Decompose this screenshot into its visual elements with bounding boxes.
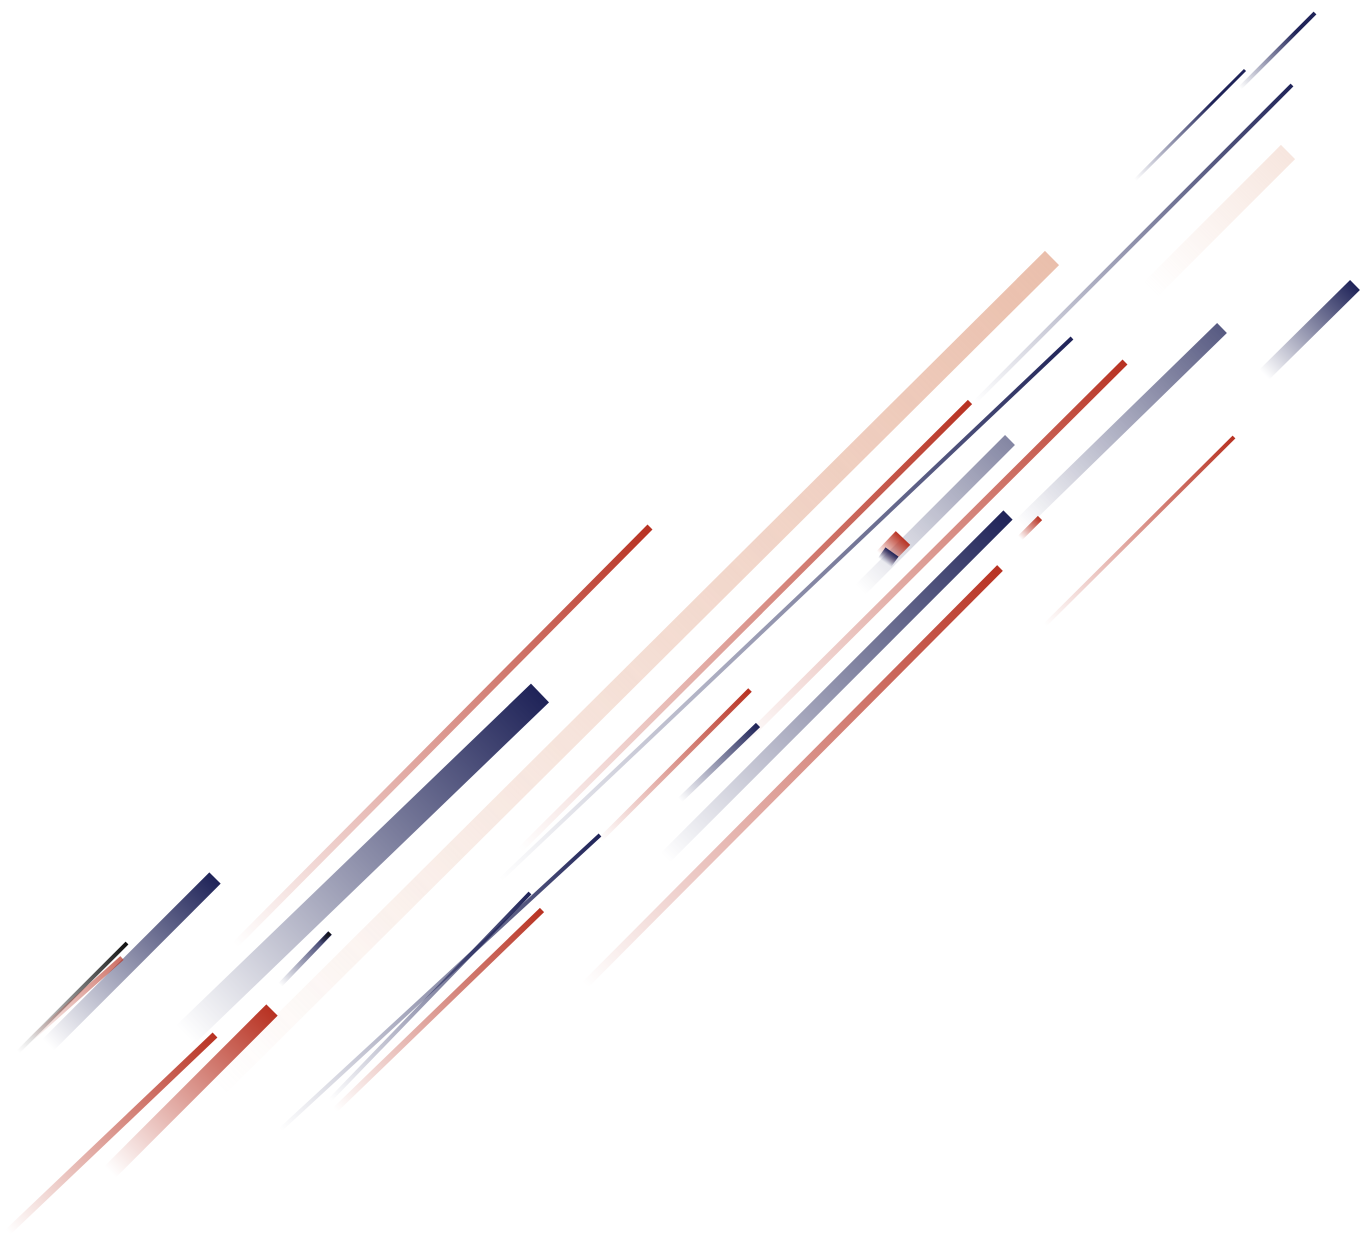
navy-streak-13 bbox=[848, 547, 899, 609]
peach-streak-7 bbox=[207, 250, 1060, 1098]
navy-streak-18 bbox=[677, 722, 761, 803]
navy-streak-2 bbox=[973, 83, 1294, 404]
red-streak-16 bbox=[987, 515, 1043, 571]
black-streak-25 bbox=[308, 931, 332, 955]
red-streak-9 bbox=[517, 399, 973, 853]
navy-streak-22 bbox=[328, 891, 532, 1102]
streak-group bbox=[5, 11, 1360, 1235]
navy-streak-14 bbox=[660, 510, 1013, 863]
navy-streak-0 bbox=[1238, 11, 1317, 90]
red-streak-23 bbox=[332, 907, 545, 1113]
peach-streak-3 bbox=[1142, 144, 1296, 298]
navy-streak-8 bbox=[498, 336, 1074, 882]
navy-streak-21 bbox=[278, 833, 602, 1132]
red-streak-30 bbox=[5, 1032, 218, 1235]
red-streak-29 bbox=[104, 1004, 278, 1178]
red-streak-17 bbox=[598, 688, 752, 842]
red-streak-6 bbox=[1043, 435, 1236, 627]
navy-streak-4 bbox=[1185, 280, 1360, 453]
red-streak-28 bbox=[28, 956, 124, 1042]
navy-streak-20 bbox=[175, 683, 550, 1045]
red-streak-15 bbox=[582, 565, 1003, 988]
red-streak-19 bbox=[232, 524, 653, 948]
navy-streak-5 bbox=[1015, 322, 1227, 531]
navy-streak-26 bbox=[42, 872, 221, 1051]
red-streak-10 bbox=[737, 359, 1128, 748]
navy-streak-1 bbox=[1133, 68, 1247, 182]
